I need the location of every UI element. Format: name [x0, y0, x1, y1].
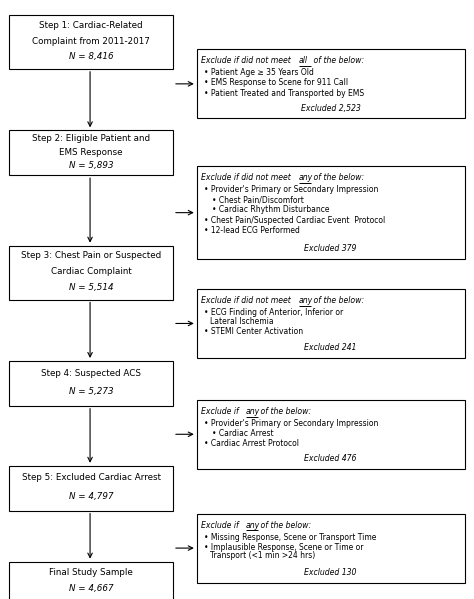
- Text: Complaint from 2011-2017: Complaint from 2011-2017: [32, 37, 150, 46]
- FancyBboxPatch shape: [9, 15, 173, 69]
- Text: Exclude if did not meet: Exclude if did not meet: [201, 296, 294, 305]
- FancyBboxPatch shape: [9, 246, 173, 300]
- Text: • Cardiac Arrest Protocol: • Cardiac Arrest Protocol: [204, 439, 299, 448]
- Text: • EMS Response to Scene for 911 Call: • EMS Response to Scene for 911 Call: [204, 78, 348, 87]
- Text: Excluded 241: Excluded 241: [304, 343, 357, 352]
- FancyBboxPatch shape: [9, 466, 173, 510]
- Text: Step 2: Eligible Patient and: Step 2: Eligible Patient and: [32, 134, 150, 143]
- Text: of the below:: of the below:: [310, 56, 364, 65]
- FancyBboxPatch shape: [197, 400, 465, 468]
- Text: Exclude if: Exclude if: [201, 407, 242, 416]
- Text: Excluded 130: Excluded 130: [304, 568, 357, 577]
- Text: Step 3: Chest Pain or Suspected: Step 3: Chest Pain or Suspected: [21, 252, 161, 261]
- Text: Final Study Sample: Final Study Sample: [49, 568, 133, 577]
- Text: any: any: [299, 296, 313, 305]
- Text: • Implausible Response, Scene or Time or: • Implausible Response, Scene or Time or: [204, 543, 363, 552]
- FancyBboxPatch shape: [197, 50, 465, 119]
- Text: Exclude if did not meet: Exclude if did not meet: [201, 56, 294, 65]
- Text: • ECG Finding of Anterior, Inferior or: • ECG Finding of Anterior, Inferior or: [204, 308, 343, 317]
- Text: N = 4,667: N = 4,667: [69, 584, 114, 593]
- Text: • Patient Age ≥ 35 Years Old: • Patient Age ≥ 35 Years Old: [204, 68, 314, 77]
- FancyBboxPatch shape: [9, 562, 173, 599]
- Text: Cardiac Complaint: Cardiac Complaint: [51, 267, 132, 276]
- Text: any: any: [246, 521, 260, 530]
- Text: • Chest Pain/Suspected Cardiac Event  Protocol: • Chest Pain/Suspected Cardiac Event Pro…: [204, 216, 385, 225]
- Text: all: all: [299, 56, 308, 65]
- Text: N = 8,416: N = 8,416: [69, 53, 114, 62]
- Text: Step 5: Excluded Cardiac Arrest: Step 5: Excluded Cardiac Arrest: [22, 473, 161, 482]
- FancyBboxPatch shape: [9, 131, 173, 175]
- Text: • Cardiac Arrest: • Cardiac Arrest: [212, 429, 274, 438]
- Text: N = 5,893: N = 5,893: [69, 161, 114, 170]
- FancyBboxPatch shape: [197, 166, 465, 259]
- Text: • Provider's Primary or Secondary Impression: • Provider's Primary or Secondary Impres…: [204, 185, 378, 194]
- Text: of the below:: of the below:: [310, 173, 364, 182]
- Text: Excluded 476: Excluded 476: [304, 454, 357, 463]
- Text: Lateral Ischemia: Lateral Ischemia: [210, 316, 273, 325]
- Text: • 12-lead ECG Performed: • 12-lead ECG Performed: [204, 226, 300, 235]
- Text: • STEMI Center Activation: • STEMI Center Activation: [204, 326, 303, 335]
- Text: N = 5,514: N = 5,514: [69, 283, 114, 292]
- Text: N = 5,273: N = 5,273: [69, 388, 114, 397]
- FancyBboxPatch shape: [197, 289, 465, 358]
- Text: any: any: [246, 407, 260, 416]
- Text: • Missing Response, Scene or Transport Time: • Missing Response, Scene or Transport T…: [204, 533, 376, 541]
- FancyBboxPatch shape: [197, 513, 465, 582]
- Text: of the below:: of the below:: [258, 407, 311, 416]
- Text: Step 1: Cardiac-Related: Step 1: Cardiac-Related: [39, 21, 143, 30]
- Text: N = 4,797: N = 4,797: [69, 492, 114, 501]
- Text: Excluded 379: Excluded 379: [304, 244, 357, 253]
- Text: of the below:: of the below:: [310, 296, 364, 305]
- FancyBboxPatch shape: [9, 361, 173, 406]
- Text: • Patient Treated and Transported by EMS: • Patient Treated and Transported by EMS: [204, 89, 364, 98]
- Text: Exclude if: Exclude if: [201, 521, 242, 530]
- Text: of the below:: of the below:: [258, 521, 311, 530]
- Text: • Cardiac Rhythm Disturbance: • Cardiac Rhythm Disturbance: [212, 205, 330, 214]
- Text: • Provider's Primary or Secondary Impression: • Provider's Primary or Secondary Impres…: [204, 419, 378, 428]
- Text: any: any: [299, 173, 313, 182]
- Text: • Chest Pain/Discomfort: • Chest Pain/Discomfort: [212, 195, 304, 204]
- Text: EMS Response: EMS Response: [60, 147, 123, 156]
- Text: Step 4: Suspected ACS: Step 4: Suspected ACS: [41, 368, 141, 377]
- Text: Transport (<1 min >24 hrs): Transport (<1 min >24 hrs): [210, 551, 315, 560]
- Text: Exclude if did not meet: Exclude if did not meet: [201, 173, 294, 182]
- Text: Excluded 2,523: Excluded 2,523: [301, 104, 361, 113]
